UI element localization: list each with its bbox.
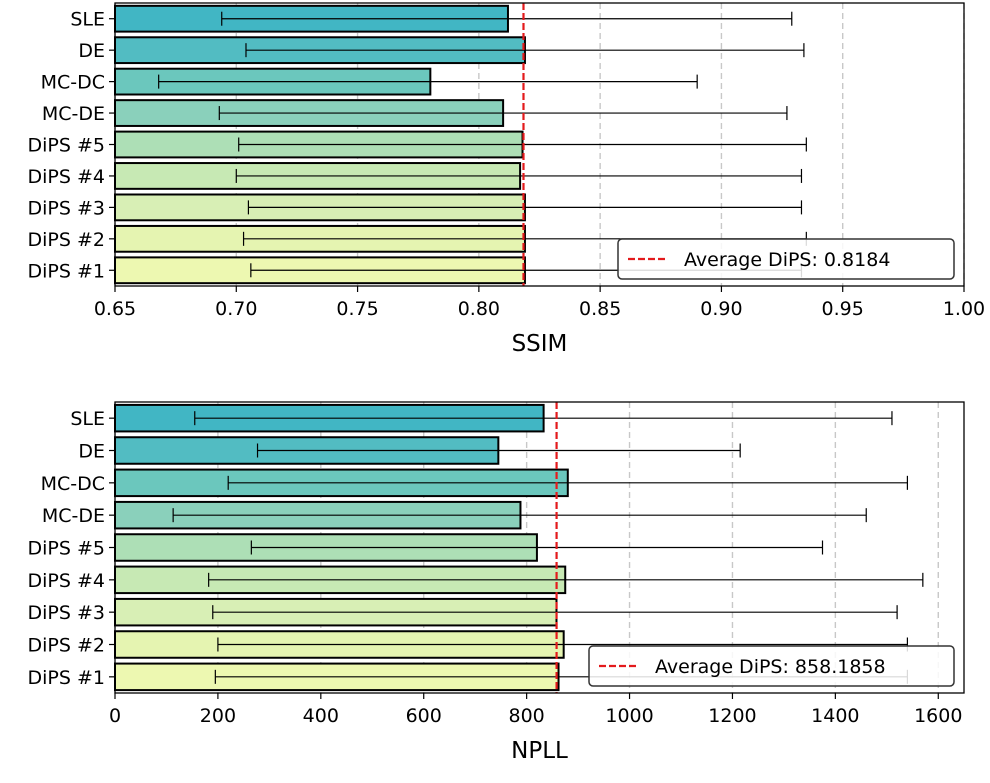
y-tick-label: MC-DE xyxy=(42,505,105,527)
y-tick-label: DiPS #1 xyxy=(28,667,105,689)
error-bar xyxy=(212,605,898,620)
legend-label: Average DiPS: 858.1858 xyxy=(655,656,886,678)
y-tick-label: DiPS #4 xyxy=(28,570,105,592)
error-bar xyxy=(247,200,803,215)
legend: Average DiPS: 858.1858 xyxy=(588,645,955,687)
error-bar xyxy=(256,443,741,458)
x-tick-label: 0.75 xyxy=(336,298,378,320)
x-axis-label: NPLL xyxy=(511,738,568,764)
y-tick-label: DiPS #1 xyxy=(28,260,105,282)
y-tick-label: MC-DC xyxy=(41,473,105,495)
legend-box xyxy=(617,238,955,280)
y-tick-label: SLE xyxy=(70,9,105,31)
chart-panel-2: SLE DE MC-DC MC-DE DiPS #5 DiPS #4 DiPS #3 DiPS… xyxy=(28,401,965,764)
x-tick-label: 1000 xyxy=(605,705,653,727)
y-tick-label: MC-DE xyxy=(42,103,105,125)
error-bar xyxy=(227,475,909,490)
error-bar xyxy=(245,43,805,58)
y-tick-label: DiPS #2 xyxy=(28,635,105,657)
y-tick-label: DiPS #3 xyxy=(28,197,105,219)
y-tick-label: DiPS #4 xyxy=(28,166,105,188)
error-bar xyxy=(208,572,924,587)
error-bar xyxy=(194,411,893,426)
y-tick-label: MC-DC xyxy=(41,72,105,94)
error-bar xyxy=(172,508,867,523)
x-tick-label: 0.70 xyxy=(215,298,257,320)
x-tick-label: 0 xyxy=(109,705,121,727)
x-axis-label: SSIM xyxy=(512,331,568,357)
y-tick-label: DiPS #5 xyxy=(28,135,105,157)
legend: Average DiPS: 0.8184 xyxy=(617,238,955,280)
y-tick-label: DE xyxy=(78,40,105,62)
x-tick-label: 1.00 xyxy=(943,298,985,320)
y-tick-label: DiPS #2 xyxy=(28,229,105,251)
y-tick-label: DE xyxy=(78,441,105,463)
x-tick-label: 0.90 xyxy=(700,298,742,320)
x-tick-label: 0.65 xyxy=(94,298,136,320)
x-tick-label: 0.80 xyxy=(458,298,500,320)
chart-panel-1: SLE DE MC-DC MC-DE DiPS #5 DiPS #4 DiPS #3 DiPS… xyxy=(28,2,985,357)
error-bar xyxy=(221,11,793,26)
x-tick-label: 1400 xyxy=(811,705,859,727)
x-tick-label: 400 xyxy=(303,705,339,727)
error-bar xyxy=(235,168,803,183)
y-tick-label: SLE xyxy=(70,408,105,430)
y-tick-label: DiPS #5 xyxy=(28,538,105,560)
x-tick-label: 0.85 xyxy=(579,298,621,320)
x-tick-label: 600 xyxy=(406,705,442,727)
x-tick-label: 0.95 xyxy=(822,298,864,320)
error-bar xyxy=(158,74,698,89)
x-tick-label: 800 xyxy=(509,705,545,727)
legend-label: Average DiPS: 0.8184 xyxy=(684,249,890,271)
x-tick-label: 1600 xyxy=(914,705,962,727)
legend-box xyxy=(588,645,955,687)
x-tick-label: 1200 xyxy=(708,705,756,727)
y-tick-label: DiPS #3 xyxy=(28,602,105,624)
error-bar xyxy=(218,106,788,121)
error-bar xyxy=(250,540,824,555)
x-tick-label: 200 xyxy=(200,705,236,727)
